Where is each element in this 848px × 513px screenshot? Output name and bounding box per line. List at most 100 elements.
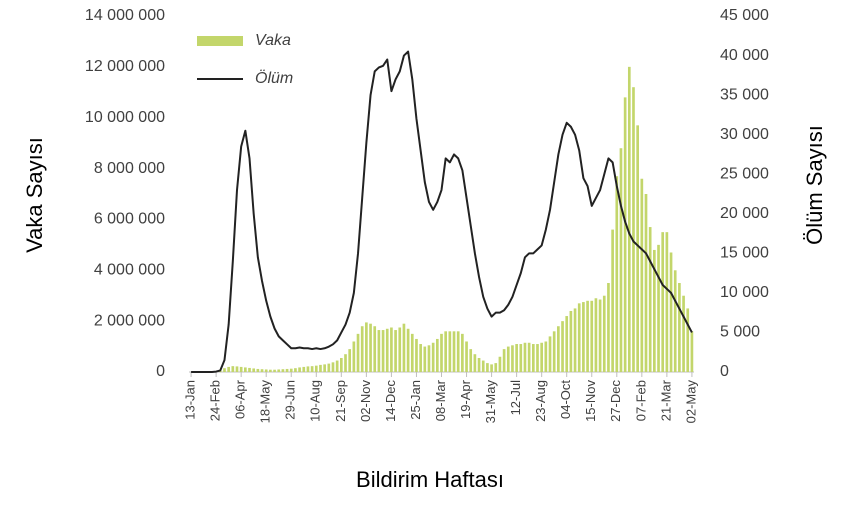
bar [582, 302, 585, 372]
bar [440, 333, 443, 372]
bar [285, 368, 289, 372]
bar [552, 331, 556, 372]
y2-tick-label: 45 000 [720, 7, 769, 24]
bar [406, 328, 410, 372]
bar [365, 322, 368, 372]
y-tick-label: 10 000 000 [85, 109, 165, 126]
bar [381, 330, 385, 372]
bar [448, 331, 452, 372]
x-tick-label: 08-Mar [433, 379, 448, 421]
bar [314, 365, 318, 372]
bar [594, 298, 598, 372]
bar [269, 369, 272, 372]
bar [561, 321, 564, 372]
y2-tick-label: 20 000 [720, 205, 769, 222]
bar [310, 366, 314, 372]
y2-tick-label: 30 000 [720, 126, 769, 143]
bar [669, 252, 673, 372]
bar [331, 362, 335, 372]
bar [511, 345, 514, 372]
bar [678, 283, 681, 372]
x-tick-label: 15-Nov [583, 380, 598, 422]
bar [385, 328, 389, 372]
y2-tick-label: 5 000 [720, 324, 760, 341]
bar [569, 310, 573, 372]
x-tick-label: 18-May [258, 380, 273, 424]
x-tick-label: 23-Aug [533, 380, 548, 422]
x-tick-label: 06-Apr [233, 379, 248, 419]
x-tick-label: 14-Dec [383, 380, 398, 422]
bar [611, 229, 614, 372]
bar [306, 366, 310, 372]
bar [402, 323, 406, 372]
bar [281, 369, 285, 372]
bar [657, 244, 660, 372]
bar [231, 366, 235, 372]
bar [431, 342, 435, 372]
y-axis-title: Vaka Sayısı [22, 137, 47, 253]
bar [682, 295, 685, 372]
x-tick-label: 10-Aug [308, 380, 323, 422]
bar [256, 368, 260, 372]
y2-tick-label: 15 000 [720, 245, 769, 262]
bar [481, 360, 485, 372]
bar [623, 97, 627, 372]
bar [390, 327, 393, 372]
bar [490, 364, 493, 372]
bar [273, 369, 276, 372]
y-tick-label: 0 [156, 363, 165, 380]
bar [632, 87, 635, 372]
bar [352, 341, 356, 372]
bar [540, 342, 544, 372]
x-tick-label: 25-Jan [408, 380, 423, 420]
bar [264, 369, 268, 372]
bar [248, 367, 251, 372]
bar [590, 300, 594, 372]
bar [298, 367, 301, 372]
y-tick-label: 2 000 000 [94, 312, 165, 329]
bar [244, 367, 247, 372]
bar [469, 349, 473, 372]
bar [277, 369, 281, 372]
bar [602, 295, 606, 372]
bar [369, 323, 372, 372]
bar [323, 364, 326, 372]
bar [557, 326, 560, 372]
y-tick-label: 14 000 000 [85, 7, 165, 24]
bar [653, 249, 656, 372]
bar [619, 148, 623, 372]
x-tick-label: 02-Nov [358, 380, 373, 422]
y-tick-label: 6 000 000 [94, 211, 165, 228]
bar [289, 368, 293, 372]
legend-label: Vaka [255, 32, 291, 49]
x-tick-label: 21-Sep [333, 380, 348, 422]
bar [223, 368, 226, 372]
bar [427, 345, 431, 372]
bar [235, 366, 239, 372]
bar [452, 331, 456, 372]
x-tick-label: 19-Apr [458, 379, 473, 419]
bar [227, 366, 230, 372]
bar [665, 232, 669, 372]
bar [348, 349, 352, 372]
bar [577, 303, 581, 372]
bar [544, 341, 548, 372]
bar [486, 363, 489, 372]
bar [477, 358, 481, 372]
y-tick-label: 12 000 000 [85, 58, 165, 75]
bar [319, 364, 322, 372]
bar [523, 342, 527, 372]
bar [419, 344, 422, 372]
bar [527, 342, 531, 372]
x-tick-label: 31-May [483, 380, 498, 424]
y-tick-label: 8 000 000 [94, 160, 165, 177]
bar [465, 341, 468, 372]
y2-tick-label: 10 000 [720, 284, 769, 301]
bar [586, 300, 589, 372]
bar [498, 356, 502, 372]
bar [327, 363, 331, 372]
bar [598, 299, 602, 372]
bar [423, 346, 427, 372]
